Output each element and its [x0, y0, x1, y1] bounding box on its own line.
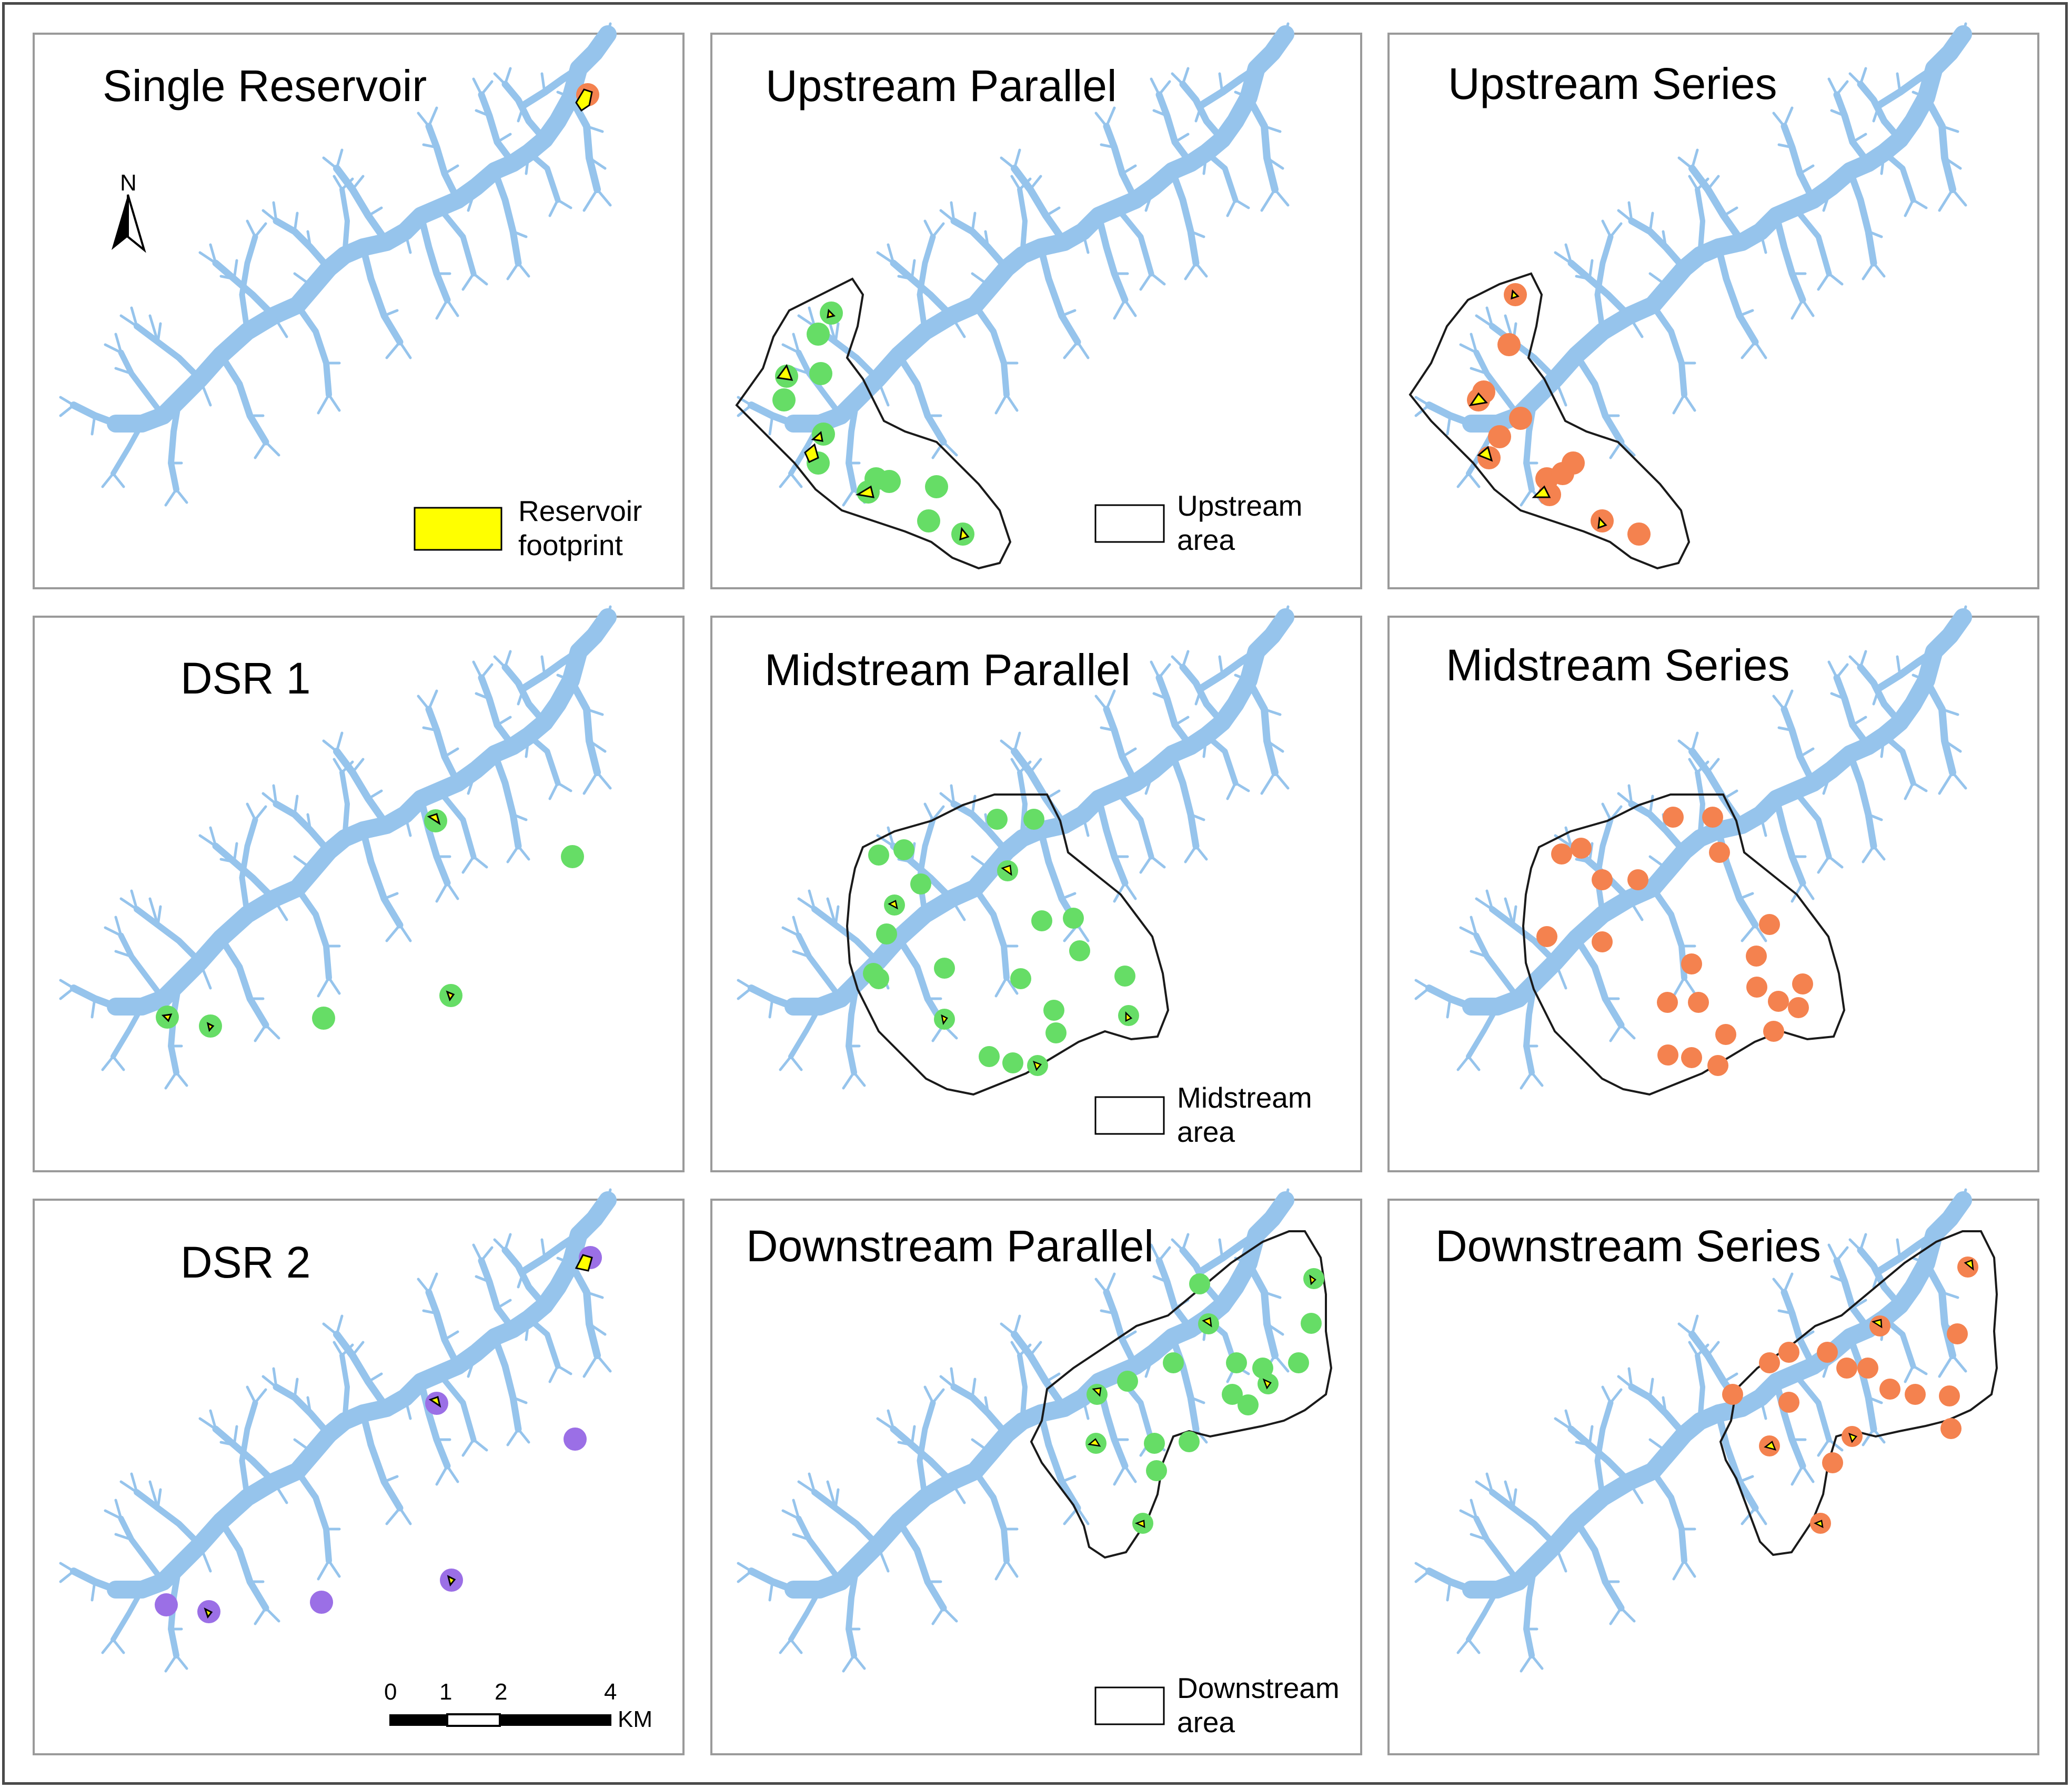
reservoir-footprints	[161, 813, 455, 1032]
reservoir-footprint	[575, 88, 593, 112]
legend-downstream-line2: area	[1177, 1706, 1235, 1738]
scale-tick-0: 0	[384, 1679, 397, 1705]
panel-title: DSR 2	[180, 1238, 310, 1287]
scale-tick-2: 2	[495, 1679, 507, 1705]
scale-tick-4: 4	[604, 1679, 617, 1705]
reservoir-footprints	[204, 1254, 593, 1619]
legend-area-swatch	[1094, 1686, 1165, 1725]
panel-midstream-parallel: Midstream Parallel Midstream area	[710, 607, 1362, 1172]
panel-upstream-series: Upstream Series	[1387, 24, 2039, 589]
panel-title: Upstream Series	[1448, 59, 1777, 108]
north-arrow-label: N	[120, 170, 137, 196]
legend-reservoir-line2: footprint	[518, 529, 623, 561]
scale-bar: 0 1 2 4 KM	[384, 1679, 652, 1732]
panel-title: DSR 1	[180, 654, 310, 703]
legend-reservoir-swatch	[414, 507, 502, 551]
panel-downstream-parallel: Downstream Parallel Downstream area	[710, 1190, 1362, 1755]
panel-title: Midstream Series	[1446, 640, 1790, 690]
panel-title: Downstream Parallel	[746, 1221, 1154, 1271]
reservoir-footprints	[776, 308, 970, 541]
reservoir-markers	[1085, 1268, 1324, 1534]
panel-title: Single Reservoir	[103, 61, 427, 110]
panel-single-reservoir: Single Reservoir N Reservoir footprint	[33, 24, 685, 589]
panel-dsr-1: DSR 1	[33, 607, 685, 1172]
legend-area-swatch	[1094, 504, 1165, 543]
midstream-area-outline	[846, 793, 1170, 1096]
north-arrow: N	[112, 170, 146, 253]
panel-midstream-series: Midstream Series	[1387, 607, 2039, 1172]
downstream-area-outline	[1030, 1230, 1333, 1559]
reservoir-markers	[1536, 807, 1813, 1076]
scale-unit: KM	[618, 1706, 652, 1732]
reservoir-footprints	[1468, 289, 1607, 529]
panel-title: Midstream Parallel	[765, 645, 1131, 695]
downstream-area-outline	[1719, 1230, 1998, 1556]
upstream-area-outline	[1409, 272, 1691, 570]
panel-title: Upstream Parallel	[766, 61, 1117, 110]
legend-midstream-line2: area	[1177, 1115, 1235, 1148]
panel-downstream-series: Downstream Series	[1387, 1190, 2039, 1755]
legend-midstream-line1: Midstream	[1177, 1081, 1312, 1114]
scale-tick-1: 1	[439, 1679, 452, 1705]
legend-area-swatch	[1094, 1096, 1165, 1135]
reservoir-markers	[1722, 1257, 1978, 1534]
panel-dsr-2: DSR 2 0 1 2 4 KM	[33, 1190, 685, 1755]
panel-title: Downstream Series	[1435, 1221, 1821, 1271]
reservoir-footprints	[1088, 1274, 1316, 1529]
legend-upstream-line1: Upstream	[1177, 489, 1302, 522]
reservoir-footprints	[888, 865, 1133, 1071]
legend-downstream-line1: Downstream	[1177, 1672, 1340, 1704]
upstream-area-outline	[735, 277, 1012, 570]
panel-upstream-parallel: Upstream Parallel Upstream area	[710, 24, 1362, 589]
reservoir-footprints	[1764, 1259, 1974, 1529]
legend-upstream-line2: area	[1177, 524, 1235, 556]
legend-reservoir-line1: Reservoir	[518, 495, 642, 527]
